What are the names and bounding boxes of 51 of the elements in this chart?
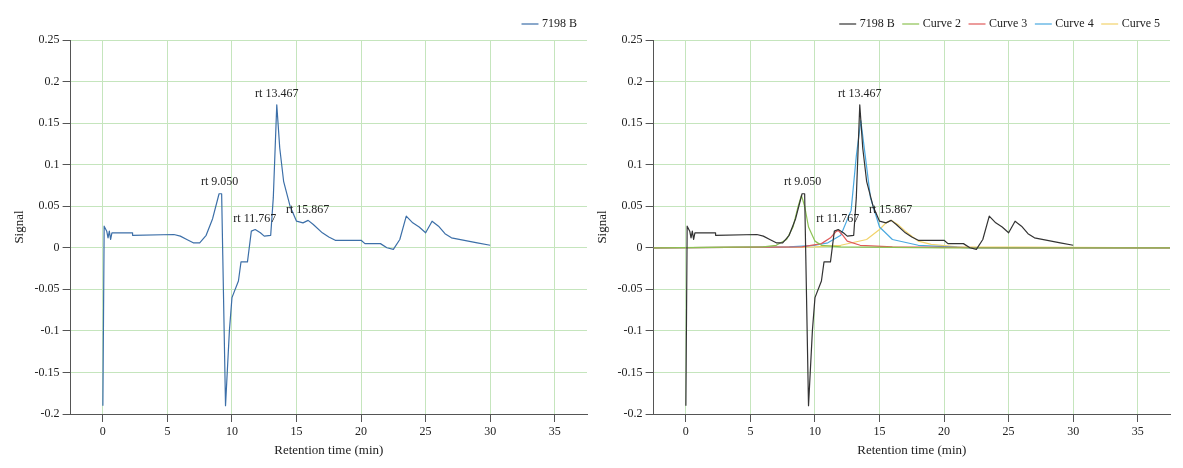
y-tick-label: 0.05	[621, 198, 643, 213]
y-tick-label: 0.2	[627, 73, 643, 88]
annotation: rt 13.467	[838, 85, 882, 100]
legend-label: 7198 B	[542, 16, 578, 31]
x-tick-label: 10	[808, 424, 821, 439]
y-tick-label: -0.15	[34, 364, 60, 379]
y-axis-title: Signal	[594, 210, 610, 244]
legend-label: 7198 B	[859, 16, 895, 31]
x-tick-label: 0	[682, 424, 689, 439]
x-tick-label: 30	[1067, 424, 1080, 439]
legend-label: Curve 2	[922, 16, 962, 31]
x-axis-title: Retention time (min)	[274, 441, 384, 457]
x-tick-label: 0	[99, 424, 106, 439]
legend-label: Curve 4	[1055, 16, 1094, 31]
x-tick-label: 30	[484, 424, 497, 439]
y-tick-label: -0.05	[617, 281, 643, 296]
y-tick-label: 0	[53, 239, 60, 254]
y-tick-label: 0.25	[621, 32, 643, 47]
y-tick-label: 0.05	[38, 198, 60, 213]
y-tick-label: 0	[636, 239, 643, 254]
y-tick-label: -0.05	[34, 281, 60, 296]
x-tick-label: 5	[164, 424, 171, 439]
y-tick-label: -0.1	[623, 323, 643, 338]
y-tick-label: -0.2	[623, 406, 643, 421]
legend-label: Curve 3	[989, 16, 1028, 31]
x-tick-label: 15	[873, 424, 886, 439]
legend-label: Curve 5	[1121, 16, 1160, 31]
y-tick-label: 0.25	[38, 32, 60, 47]
y-tick-label: -0.1	[40, 323, 60, 338]
annotation: rt 11.767	[233, 210, 277, 225]
y-tick-label: 0.15	[38, 115, 60, 130]
x-tick-label: 20	[355, 424, 368, 439]
annotation: rt 13.467	[255, 85, 299, 100]
x-tick-label: 10	[225, 424, 238, 439]
annotation: rt 9.050	[784, 174, 822, 189]
x-tick-label: 20	[938, 424, 951, 439]
annotation: rt 9.050	[201, 174, 239, 189]
y-tick-label: -0.2	[40, 406, 60, 421]
x-axis-title: Retention time (min)	[857, 441, 967, 457]
y-tick-label: -0.15	[617, 364, 643, 379]
x-tick-label: 25	[1002, 424, 1015, 439]
x-tick-label: 35	[1131, 424, 1144, 439]
x-tick-label: 5	[747, 424, 754, 439]
y-tick-label: 0.1	[627, 156, 643, 171]
x-tick-label: 35	[548, 424, 561, 439]
y-axis-title: Signal	[11, 210, 27, 244]
x-tick-label: 25	[419, 424, 432, 439]
y-tick-label: 0.1	[44, 156, 60, 171]
y-tick-label: 0.2	[44, 73, 60, 88]
x-tick-label: 15	[290, 424, 303, 439]
y-tick-label: 0.15	[621, 115, 643, 130]
